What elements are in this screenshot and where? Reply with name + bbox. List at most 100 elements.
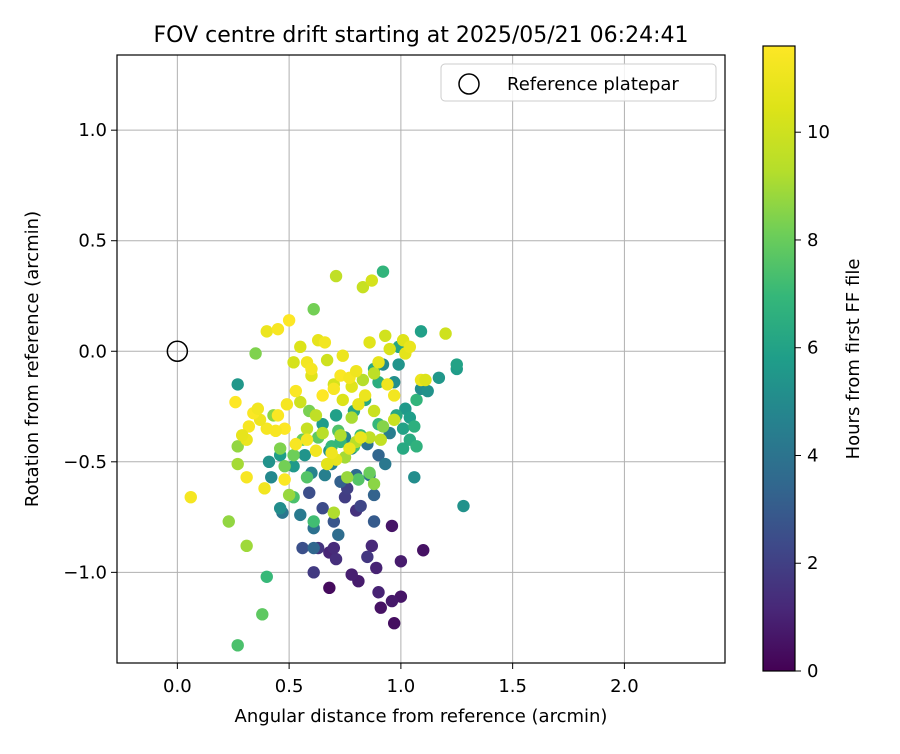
data-point	[294, 340, 307, 354]
y-tick-label: 1.0	[78, 120, 107, 141]
data-point	[316, 418, 329, 431]
data-point	[383, 342, 396, 356]
data-point	[370, 561, 383, 575]
chart-title: FOV centre drift starting at 2025/05/21 …	[154, 23, 689, 48]
data-point	[379, 329, 392, 342]
data-point	[358, 389, 372, 402]
legend-entry-label: Reference platepar	[507, 74, 679, 95]
data-point	[287, 448, 300, 462]
y-axis-label: Rotation from reference (arcmin)	[22, 211, 43, 507]
data-point	[318, 336, 332, 349]
colorbar-ticks: 0 2 4 6 8 10	[795, 122, 830, 682]
data-point	[258, 482, 271, 495]
colorbar-label: Hours from first FF file	[843, 259, 864, 460]
data-points	[184, 265, 470, 652]
data-point	[349, 364, 363, 378]
data-point	[235, 429, 249, 442]
data-point	[410, 440, 423, 453]
data-point	[336, 393, 349, 407]
data-point	[329, 409, 343, 422]
data-point	[354, 499, 367, 513]
data-point	[307, 566, 320, 579]
data-point	[361, 550, 374, 564]
data-point	[332, 528, 345, 541]
x-tick-label: 0.0	[163, 676, 192, 697]
data-point	[260, 570, 273, 583]
data-point	[374, 601, 387, 614]
data-point	[287, 356, 300, 369]
data-point	[450, 358, 463, 371]
data-point	[352, 473, 365, 486]
data-point	[365, 539, 379, 553]
y-tick-label: 0.5	[78, 231, 107, 252]
y-tick-label: 0.0	[78, 341, 107, 362]
data-point	[289, 437, 303, 451]
data-point	[307, 515, 320, 528]
data-point	[296, 541, 309, 555]
data-point	[300, 433, 314, 446]
data-point	[354, 431, 367, 444]
data-point	[457, 499, 470, 513]
reference-platepar-marker	[166, 340, 189, 363]
data-point	[280, 398, 294, 411]
data-point	[329, 552, 343, 566]
data-point	[352, 398, 365, 411]
data-point	[242, 420, 256, 433]
data-point	[307, 303, 320, 316]
data-point	[363, 466, 376, 480]
legend-reference-marker	[458, 73, 480, 95]
data-point	[367, 404, 381, 418]
data-point	[323, 581, 336, 595]
data-point	[320, 457, 334, 471]
colorbar-tick-label: 2	[807, 553, 818, 574]
data-point	[265, 471, 278, 484]
data-point	[365, 274, 379, 287]
plot-area-frame	[116, 54, 726, 664]
data-point	[307, 541, 320, 555]
data-point	[327, 382, 341, 396]
data-point	[327, 506, 341, 519]
data-point	[385, 519, 399, 533]
colorbar-tick-label: 8	[807, 230, 818, 251]
data-point	[343, 442, 356, 455]
data-point	[320, 353, 334, 367]
data-point	[336, 349, 349, 362]
data-point	[410, 393, 423, 407]
colorbar-tick-label: 0	[807, 661, 818, 682]
data-point	[408, 471, 421, 484]
data-point	[300, 471, 314, 484]
colorbar-gradient	[762, 45, 796, 672]
x-tick-label: 2.0	[610, 676, 639, 697]
data-point	[385, 594, 399, 608]
data-point	[327, 515, 341, 528]
data-point	[432, 371, 446, 384]
data-point	[309, 409, 323, 422]
data-point	[289, 384, 303, 398]
data-point	[345, 411, 358, 424]
data-point	[305, 362, 318, 376]
data-point	[376, 420, 390, 433]
data-point	[300, 422, 314, 435]
data-point	[374, 433, 387, 446]
colorbar: 0 2 4 6 8 10 Hours from first FF file	[762, 45, 864, 682]
data-point	[367, 488, 381, 502]
data-point	[367, 477, 381, 491]
data-point	[392, 358, 405, 371]
data-point	[278, 460, 291, 473]
data-point	[396, 422, 410, 435]
data-point	[367, 367, 381, 380]
reference-marker-layer	[166, 340, 189, 363]
data-point	[260, 325, 273, 338]
legend-box	[440, 63, 717, 102]
data-point	[387, 389, 401, 402]
data-point	[271, 322, 285, 336]
data-point	[229, 395, 242, 409]
data-point	[363, 336, 376, 349]
data-point	[387, 413, 401, 426]
data-point	[421, 384, 434, 398]
data-point	[251, 402, 265, 415]
colorbar-tick-label: 10	[807, 122, 830, 143]
data-point	[356, 280, 370, 294]
